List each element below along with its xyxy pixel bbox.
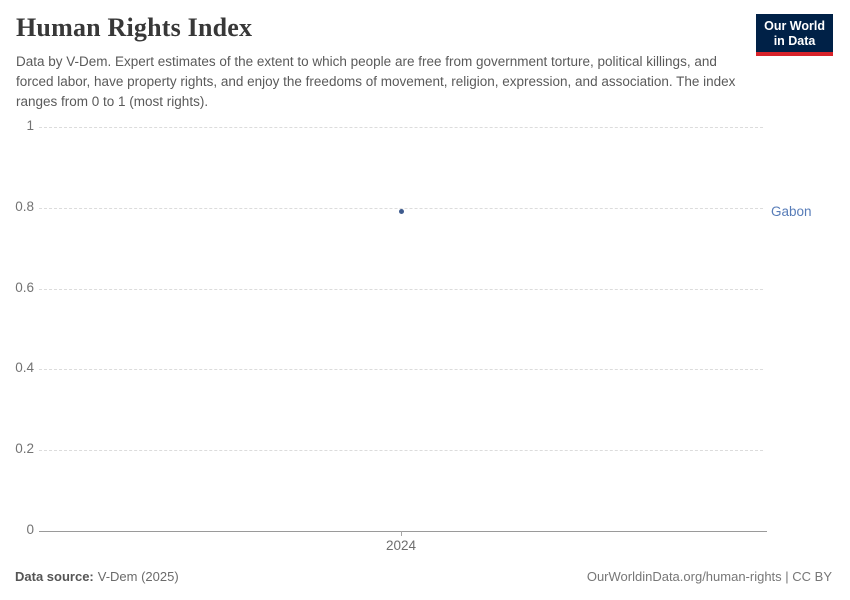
y-tick-label: 0.2	[15, 441, 34, 457]
data-source-label: Data source:	[15, 569, 94, 584]
y-tick-label: 0.4	[15, 360, 34, 376]
chart-subtitle: Data by V-Dem. Expert estimates of the e…	[16, 54, 736, 109]
gridline	[39, 207, 763, 209]
y-tick-label: 1	[26, 118, 34, 133]
y-tick-label: 0.8	[15, 198, 34, 214]
owid-logo-line1: Our World	[764, 19, 825, 33]
page-title: Human Rights Index	[16, 13, 253, 42]
gridline	[39, 127, 763, 128]
y-tick-label: 0.6	[15, 279, 34, 295]
gridline	[39, 288, 763, 290]
x-tick-mark	[401, 531, 402, 536]
y-tick-label: 0	[26, 522, 34, 537]
owid-logo[interactable]: Our World in Data	[756, 14, 833, 56]
x-tick-label: 2024	[385, 538, 417, 553]
entity-label[interactable]: Gabon	[771, 203, 812, 219]
owid-logo-line2: in Data	[773, 33, 816, 48]
x-axis-line	[39, 531, 767, 532]
data-source-value: V-Dem (2025)	[97, 569, 179, 584]
gridline	[39, 450, 763, 452]
data-point[interactable]	[398, 209, 404, 215]
data-source: Data source: V-Dem (2025)	[15, 569, 179, 584]
gridline	[39, 369, 763, 371]
attribution: OurWorldinData.org/human-rights | CC BY	[586, 569, 832, 584]
